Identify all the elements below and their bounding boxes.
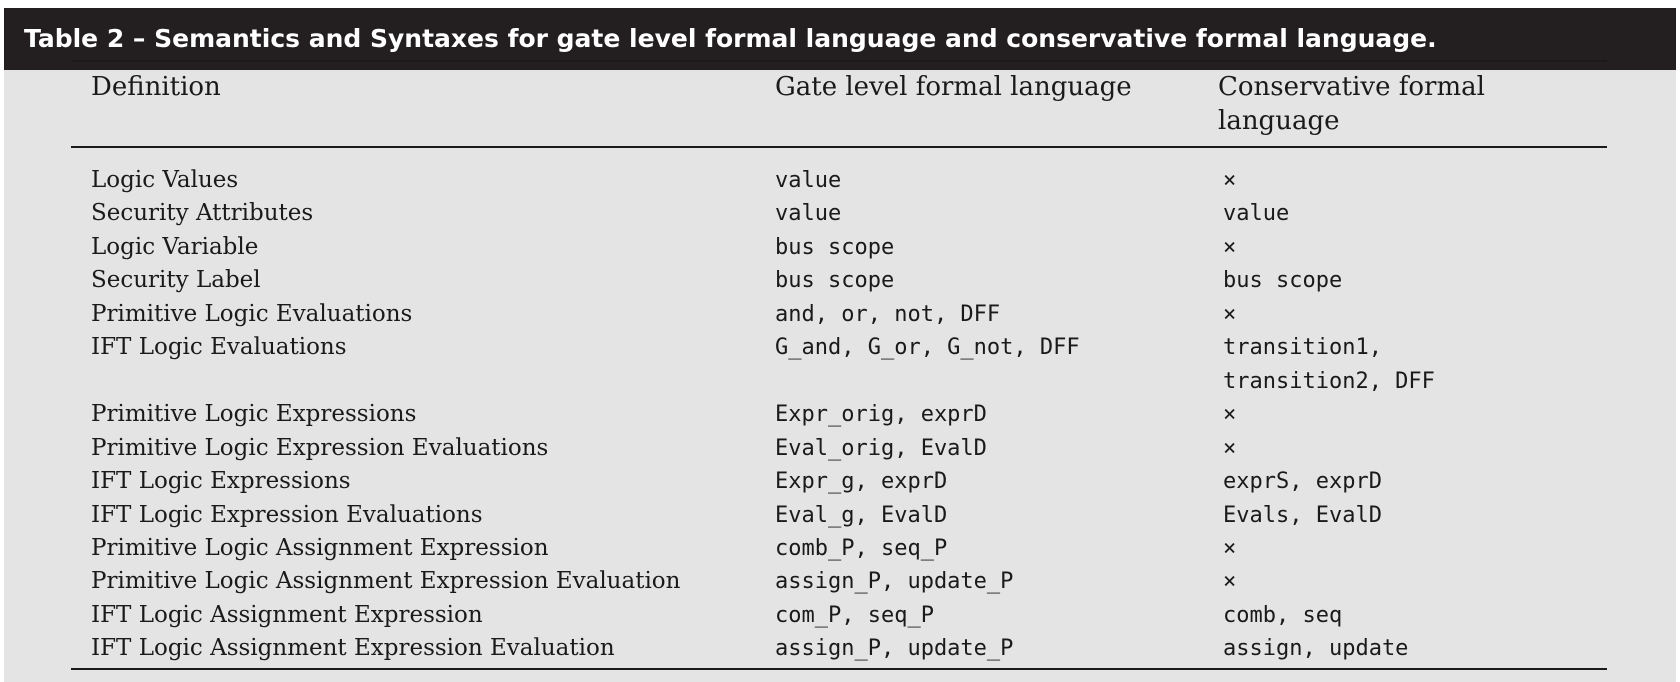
cell-definition: Security Attributes bbox=[91, 200, 314, 227]
cell-conservative: assign, update bbox=[1223, 636, 1409, 662]
cell-definition: IFT Logic Evaluations bbox=[91, 334, 347, 361]
cell-definition: Primitive Logic Assignment Expression Ev… bbox=[91, 568, 681, 595]
cell-conservative: Evals, EvalD bbox=[1223, 502, 1382, 528]
cell-conservative: transition1, transition2, DFF bbox=[1223, 335, 1435, 394]
cell-definition: Primitive Logic Assignment Expression bbox=[91, 534, 549, 561]
cell-definition: Logic Variable bbox=[91, 233, 259, 260]
table-row: Primitive Logic Expressions Expr_orig, ex… bbox=[0, 398, 1680, 431]
cell-gate-level: G_and, G_or, G_not, DFF bbox=[775, 335, 1080, 361]
cell-definition: IFT Logic Assignment Expression bbox=[91, 601, 483, 628]
header-conservative: Conservative formal language bbox=[1218, 72, 1485, 136]
cell-conservative: value bbox=[1223, 201, 1290, 227]
table-row: IFT Logic Assignment Expression Evaluati… bbox=[0, 632, 1680, 665]
header-definition: Definition bbox=[91, 72, 221, 102]
cell-gate-level: Eval_orig, EvalD bbox=[775, 435, 987, 461]
cell-conservative: × bbox=[1223, 535, 1237, 561]
cell-definition: IFT Logic Expression Evaluations bbox=[91, 501, 483, 528]
top-rule bbox=[71, 60, 1607, 62]
table-row: Logic Variable bus scope × bbox=[0, 231, 1680, 264]
table-row: Security Label bus scope bus scope bbox=[0, 264, 1680, 297]
table-row: Primitive Logic Evaluations and, or, not,… bbox=[0, 298, 1680, 331]
cell-definition: IFT Logic Assignment Expression Evaluati… bbox=[91, 635, 615, 662]
cell-gate-level: comb_P, seq_P bbox=[775, 535, 948, 561]
table-row: Primitive Logic Assignment Expression Ev… bbox=[0, 565, 1680, 598]
table-row: IFT Logic Expression Evaluations Eval_g, … bbox=[0, 499, 1680, 532]
cell-gate-level: bus scope bbox=[775, 268, 895, 294]
cell-gate-level: assign_P, update_P bbox=[775, 569, 1014, 595]
cell-conservative: × bbox=[1223, 301, 1237, 327]
cell-gate-level: com_P, seq_P bbox=[775, 602, 934, 628]
cell-conservative: × bbox=[1223, 435, 1237, 461]
cell-conservative: × bbox=[1223, 168, 1237, 193]
table-caption: Table 2 – Semantics and Syntaxes for gat… bbox=[4, 8, 1676, 70]
table-row: IFT Logic Expressions Expr_g, exprD exprS,… bbox=[0, 465, 1680, 498]
cell-definition: IFT Logic Expressions bbox=[91, 468, 351, 495]
cell-definition: Primitive Logic Evaluations bbox=[91, 300, 413, 327]
cell-gate-level: value bbox=[775, 201, 842, 227]
cell-gate-level: Eval_g, EvalD bbox=[775, 502, 948, 528]
cell-conservative: comb, seq bbox=[1223, 602, 1343, 628]
table-row: IFT Logic Assignment Expression com_P, se… bbox=[0, 599, 1680, 632]
cell-gate-level: Expr_orig, exprD bbox=[775, 402, 987, 428]
cell-definition: Logic Values bbox=[91, 167, 239, 193]
cell-definition: Primitive Logic Expression Evaluations bbox=[91, 434, 549, 461]
table-row: Logic Values value × bbox=[0, 164, 1680, 197]
table-row: Security Attributes value value bbox=[0, 197, 1680, 230]
cell-gate-level: value bbox=[775, 168, 842, 193]
table-row: Primitive Logic Assignment Expression com… bbox=[0, 532, 1680, 565]
cell-gate-level: and, or, not, DFF bbox=[775, 301, 1001, 327]
table-row: IFT Logic Evaluations G_and, G_or, G_not,… bbox=[0, 331, 1680, 393]
cell-conservative: bus scope bbox=[1223, 268, 1343, 294]
cell-definition: Primitive Logic Expressions bbox=[91, 401, 417, 428]
cell-conservative: exprS, exprD bbox=[1223, 469, 1382, 495]
header-rule bbox=[71, 146, 1607, 148]
table-frame: Table 2 – Semantics and Syntaxes for gat… bbox=[4, 8, 1676, 682]
cell-conservative: × bbox=[1223, 402, 1237, 428]
bottom-rule bbox=[71, 668, 1607, 670]
table-row: Primitive Logic Expression Evaluations Ev… bbox=[0, 432, 1680, 465]
header-gate-level: Gate level formal language bbox=[775, 72, 1132, 102]
cell-conservative: × bbox=[1223, 234, 1237, 260]
cell-gate-level: assign_P, update_P bbox=[775, 636, 1014, 662]
cell-definition: Security Label bbox=[91, 267, 261, 294]
cell-gate-level: bus scope bbox=[775, 234, 895, 260]
cell-conservative: × bbox=[1223, 569, 1237, 595]
cell-gate-level: Expr_g, exprD bbox=[775, 469, 948, 495]
